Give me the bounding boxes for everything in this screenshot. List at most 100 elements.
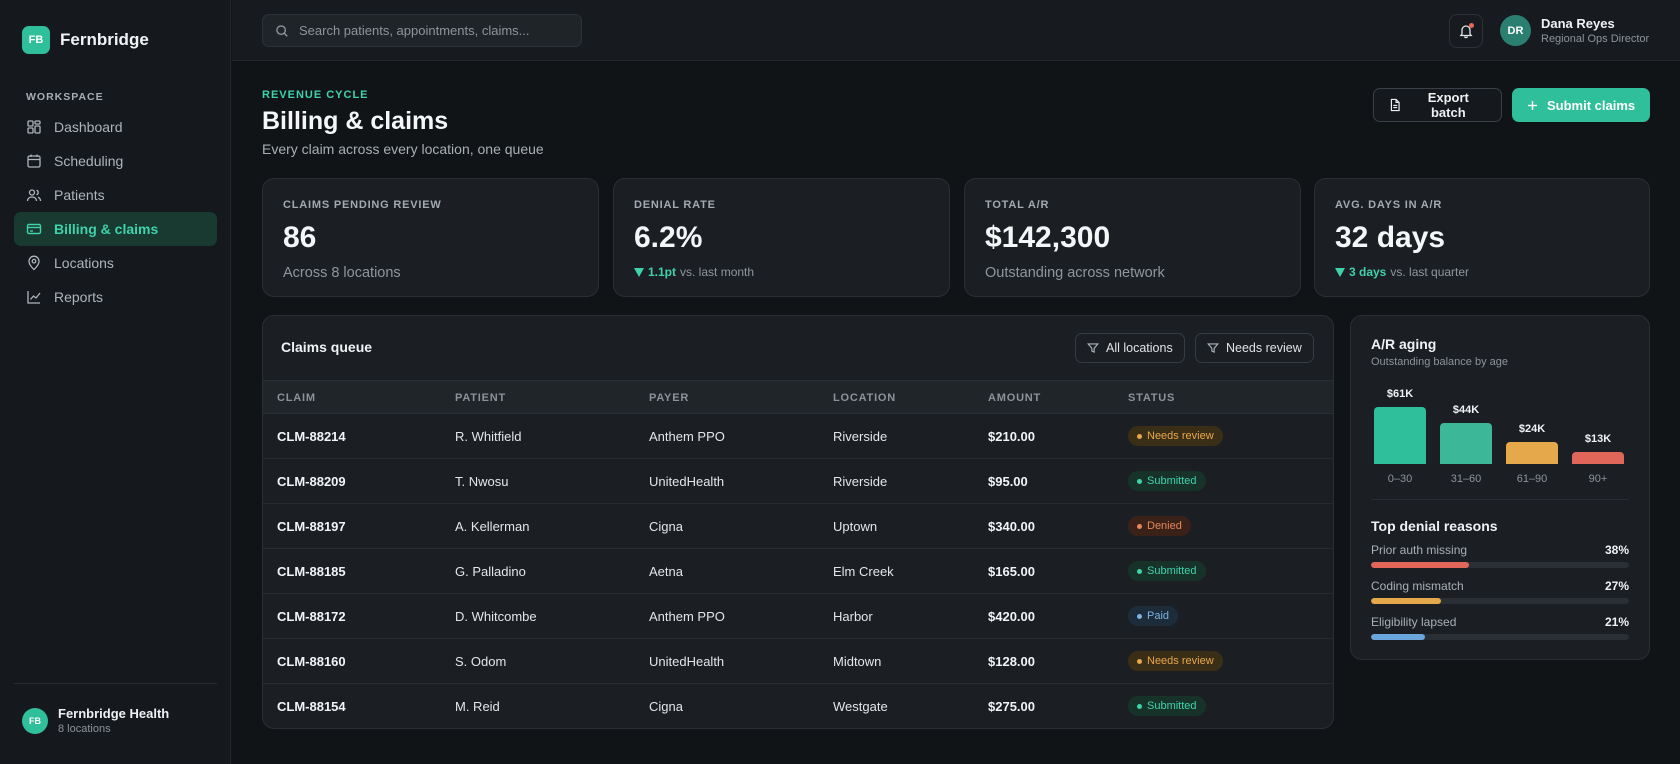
- filter-icon: [1087, 343, 1099, 354]
- credit-card-icon: [26, 223, 42, 235]
- org-name: Fernbridge Health: [58, 706, 170, 721]
- column-header-location[interactable]: LOCATION: [833, 392, 897, 404]
- claim-id: CLM-88172: [277, 609, 346, 624]
- stat-value: 86: [283, 221, 317, 254]
- patient-name: A. Kellerman: [455, 519, 530, 534]
- status-badge: Needs review: [1128, 651, 1223, 671]
- sidebar-item-dashboard[interactable]: Dashboard: [14, 110, 217, 144]
- aging-bar-category: 0–30: [1387, 473, 1413, 485]
- brand-name: Fernbridge: [60, 30, 149, 49]
- brand-logo: FB: [22, 26, 50, 54]
- stat-label: CLAIMS PENDING REVIEW: [283, 199, 442, 211]
- org-switcher[interactable]: FB Fernbridge Health 8 locations: [14, 683, 217, 735]
- search-box[interactable]: [262, 14, 582, 47]
- claim-amount: $128.00: [988, 654, 1035, 669]
- denial-reason-label: Coding mismatch: [1371, 579, 1464, 593]
- column-header-amount[interactable]: AMOUNT: [988, 392, 1042, 404]
- search-input[interactable]: [299, 23, 569, 38]
- aging-bar: [1374, 407, 1426, 464]
- column-header-payer[interactable]: PAYER: [649, 392, 690, 404]
- claim-id: CLM-88160: [277, 654, 346, 669]
- payer-name: Aetna: [649, 564, 683, 579]
- aging-bar: [1506, 442, 1558, 464]
- payer-name: UnitedHealth: [649, 474, 725, 489]
- denial-reason-track: [1371, 634, 1629, 640]
- export-batch-button[interactable]: Export batch: [1373, 88, 1502, 122]
- status-dot: [1137, 703, 1142, 709]
- brand[interactable]: FB Fernbridge: [22, 26, 149, 54]
- aging-bar-category: 31–60: [1450, 473, 1482, 485]
- sidebar-item-locations[interactable]: Locations: [14, 246, 217, 280]
- status-dot: [1137, 433, 1142, 439]
- payer-name: Cigna: [649, 699, 683, 714]
- denial-reason-percent: 21%: [1604, 615, 1629, 629]
- column-header-status[interactable]: STATUS: [1128, 392, 1176, 404]
- status-label: Submitted: [1147, 700, 1197, 712]
- status-label: Submitted: [1147, 475, 1197, 487]
- denial-reason: Coding mismatch 27%: [1371, 579, 1629, 604]
- location-name: Riverside: [833, 474, 888, 489]
- sidebar: FB Fernbridge WORKSPACE Dashboard Schedu…: [0, 0, 231, 764]
- column-header-patient[interactable]: PATIENT: [455, 392, 507, 404]
- denial-reason-fill: [1371, 634, 1426, 640]
- table-row[interactable]: CLM-88214 R. Whitfield Anthem PPO Riverside…: [263, 414, 1333, 459]
- stat-note: Across 8 locations: [283, 265, 401, 281]
- user-menu[interactable]: DR Dana Reyes Regional Ops Director: [1500, 15, 1649, 46]
- notifications-button[interactable]: [1449, 14, 1483, 48]
- table-row[interactable]: CLM-88197 A. Kellerman Cigna Uptown $340.00 D…: [263, 504, 1333, 549]
- grid-icon: [27, 120, 41, 134]
- claim-id: CLM-88154: [277, 699, 346, 714]
- sidebar-item-billing[interactable]: Billing & claims: [14, 212, 217, 246]
- table-row[interactable]: CLM-88185 G. Palladino Aetna Elm Creek $165.…: [263, 549, 1333, 594]
- status-label: Needs review: [1147, 430, 1214, 442]
- table-row[interactable]: CLM-88154 M. Reid Cigna Westgate $275.00 Subm…: [263, 684, 1333, 728]
- claim-amount: $420.00: [988, 609, 1035, 624]
- denial-reason: Eligibility lapsed 21%: [1371, 615, 1629, 640]
- user-name: Dana Reyes: [1541, 16, 1615, 31]
- bell-icon: [1459, 25, 1473, 39]
- search-icon: [276, 24, 288, 37]
- stat-delta: 1.1pt vs. last month: [634, 265, 929, 279]
- denial-reason-percent: 38%: [1604, 543, 1629, 557]
- claim-amount: $340.00: [988, 519, 1035, 534]
- denial-reason-percent: 27%: [1604, 579, 1629, 593]
- sidebar-nav: Dashboard Scheduling Patients Billing & …: [14, 110, 217, 314]
- stat-label: DENIAL RATE: [634, 199, 716, 211]
- table-header: CLAIM PATIENT PAYER LOCATION AMOUNT STAT…: [263, 380, 1333, 414]
- file-icon: [1390, 98, 1400, 112]
- denial-reason-label: Eligibility lapsed: [1371, 615, 1457, 629]
- location-name: Midtown: [833, 654, 882, 669]
- status-dot: [1137, 613, 1142, 619]
- ar-aging-panel: A/R aging Outstanding balance by age $61…: [1350, 315, 1650, 660]
- page-title: Billing & claims: [262, 107, 449, 135]
- ar-aging-title: A/R aging: [1371, 336, 1437, 352]
- denial-reason-track: [1371, 598, 1629, 604]
- notification-dot: [1469, 23, 1474, 28]
- column-header-claim[interactable]: CLAIM: [277, 392, 316, 404]
- location-name: Elm Creek: [833, 564, 894, 579]
- denial-reason-fill: [1371, 562, 1470, 568]
- stat-card-avg-days: AVG. DAYS IN A/R 32 days 3 days vs. last…: [1314, 178, 1650, 297]
- filter-label: Needs review: [1226, 341, 1302, 355]
- aging-bar-category: 61–90: [1516, 473, 1548, 485]
- sidebar-item-patients[interactable]: Patients: [14, 178, 217, 212]
- page-subtitle: Every claim across every location, one q…: [262, 141, 544, 157]
- patient-name: M. Reid: [455, 699, 500, 714]
- ar-aging-subtitle: Outstanding balance by age: [1371, 356, 1508, 368]
- filter-locations-button[interactable]: All locations: [1075, 333, 1185, 363]
- table-row[interactable]: CLM-88172 D. Whitcombe Anthem PPO Harbor $42…: [263, 594, 1333, 639]
- sidebar-item-scheduling[interactable]: Scheduling: [14, 144, 217, 178]
- table-row[interactable]: CLM-88209 T. Nwosu UnitedHealth Riverside $9…: [263, 459, 1333, 504]
- stat-note: Outstanding across network: [985, 265, 1165, 281]
- submit-claims-button[interactable]: Submit claims: [1512, 88, 1650, 122]
- org-avatar: FB: [22, 707, 48, 734]
- location-name: Westgate: [833, 699, 888, 714]
- table-row[interactable]: CLM-88160 S. Odom UnitedHealth Midtown $128.…: [263, 639, 1333, 684]
- status-badge: Submitted: [1128, 696, 1206, 716]
- denial-reason-label: Prior auth missing: [1371, 543, 1468, 557]
- sidebar-item-reports[interactable]: Reports: [14, 280, 217, 314]
- patient-name: S. Odom: [455, 654, 507, 669]
- line-chart-icon: [27, 291, 41, 304]
- stat-card-pending: CLAIMS PENDING REVIEW 86 Across 8 locati…: [262, 178, 599, 297]
- filter-status-button[interactable]: Needs review: [1195, 333, 1314, 363]
